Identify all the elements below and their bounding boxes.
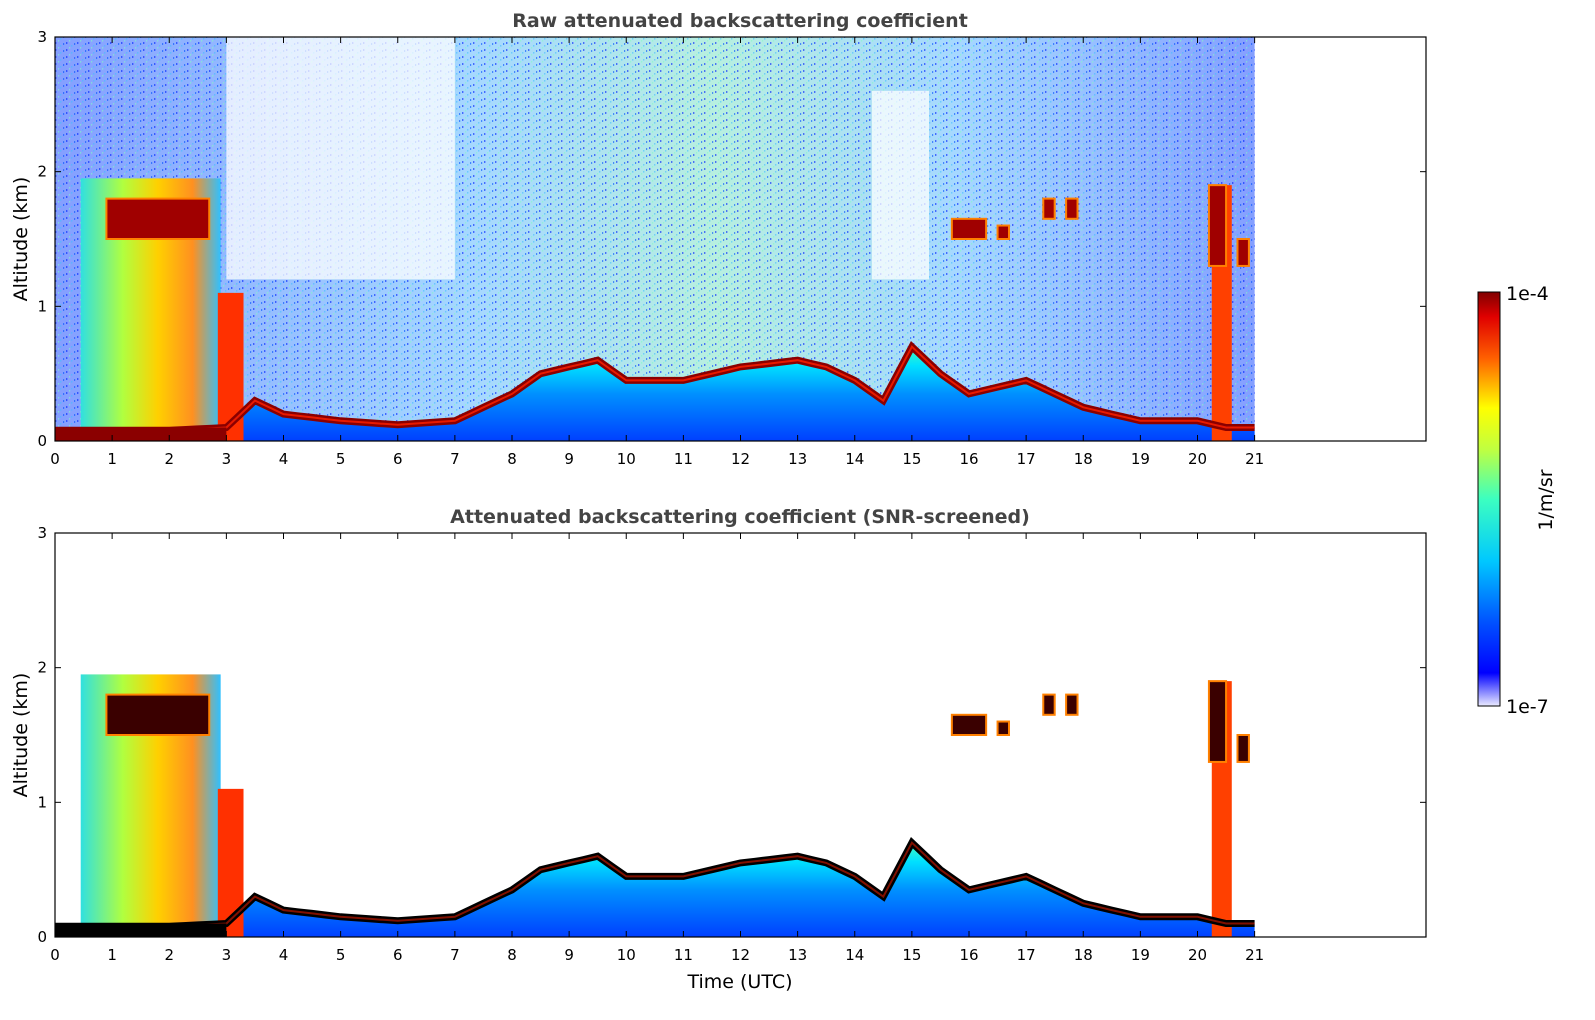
y-tick-label: 1 [37,793,47,811]
x-tick-label: 3 [222,450,232,468]
cloud-patch [1236,238,1250,267]
y-tick-label: 1 [37,297,47,315]
x-tick-label: 9 [564,946,574,964]
cloud-patch [1207,184,1228,267]
y-tick-label: 3 [37,28,47,46]
x-tick-label: 20 [1188,946,1207,964]
noise-gap [871,90,930,280]
x-tick-label: 10 [617,946,636,964]
x-tick-label: 18 [1074,450,1093,468]
plot-raw-xaxis: 0 1 2 3 4 5 6 7 8 9 10 11 12 13 14 15 16 17 18 19 20 21 [50,37,1264,468]
cloud-patch [1042,693,1056,716]
colorbar-max-label: 1e-4 [1506,283,1549,305]
noise-gap [226,37,455,280]
x-tick-label: 11 [674,946,693,964]
cloud-patch [996,720,1010,736]
y-tick-label: 2 [37,163,47,181]
x-tick-label: 7 [450,946,460,964]
x-tick-label: 2 [164,450,174,468]
x-tick-label: 10 [617,450,636,468]
cloud-patch [1065,197,1079,220]
cloud-patch [1065,693,1079,716]
cloud-patch [996,224,1010,241]
y-tick-label: 0 [37,432,47,450]
bl-top-highlight [55,345,1255,432]
plot-raw-title: Raw attenuated backscattering coefficien… [512,10,968,32]
cloud-patch [950,713,988,736]
x-tick-label: 21 [1245,946,1264,964]
x-tick-label: 2 [164,946,174,964]
x-tick-label: 5 [336,450,346,468]
plot-screened-xaxis: 0 1 2 3 4 5 6 7 8 9 10 11 12 13 14 15 16 17 18 19 20 21 [50,533,1264,964]
x-tick-label: 20 [1188,450,1207,468]
x-tick-label: 4 [279,946,289,964]
colorbar-min-label: 1e-7 [1506,696,1549,718]
cloud-patch [1042,197,1056,220]
y-tick-label: 3 [37,524,47,542]
boundary-layer [55,842,1255,937]
x-tick-label: 16 [959,946,978,964]
x-tick-label: 19 [1131,450,1150,468]
colorbar-gradient [1477,291,1501,707]
colorbar: 1e-4 1e-7 1/m/sr [1477,283,1557,718]
boundary-layer [55,346,1255,441]
x-tick-label: 1 [107,450,117,468]
surface-layer [55,427,227,441]
x-tick-label: 17 [1017,450,1036,468]
x-tick-label: 7 [450,450,460,468]
x-tick-label: 14 [845,946,864,964]
x-tick-label: 1 [107,946,117,964]
x-tick-label: 18 [1074,946,1093,964]
cloud-patch [950,217,988,241]
plot-screened-image [55,674,1255,937]
x-tick-label: 13 [788,946,807,964]
plot-screened-xlabel: Time (UTC) [686,971,792,993]
x-tick-label: 11 [674,450,693,468]
colorbar-units-label: 1/m/sr [1535,469,1557,530]
cloud-patch [1207,680,1228,763]
x-tick-label: 19 [1131,946,1150,964]
x-tick-label: 16 [959,450,978,468]
cloud-patch [1236,734,1250,763]
x-tick-label: 8 [507,946,517,964]
y-tick-label: 0 [37,928,47,946]
x-tick-label: 6 [393,450,403,468]
x-tick-label: 21 [1245,450,1264,468]
plot-screened: Attenuated backscattering coefficient (S… [10,506,1427,993]
x-tick-label: 0 [50,450,60,468]
plot-screened-title: Attenuated backscattering coefficient (S… [450,506,1030,528]
x-tick-label: 8 [507,450,517,468]
x-tick-label: 6 [393,946,403,964]
plot-raw-image [55,37,1255,441]
cloud-patch [105,693,211,736]
x-tick-label: 0 [50,946,60,964]
cloud-patch [105,197,211,241]
y-tick-label: 2 [37,659,47,677]
x-tick-label: 3 [222,946,232,964]
x-tick-label: 14 [845,450,864,468]
plot-screened-ylabel: Altitude (km) [10,673,32,798]
x-tick-label: 15 [902,450,921,468]
x-tick-label: 15 [902,946,921,964]
plot-screened-yaxis: 0 1 2 3 [37,524,1426,946]
x-tick-label: 4 [279,450,289,468]
x-tick-label: 12 [731,450,750,468]
x-tick-label: 12 [731,946,750,964]
x-tick-label: 9 [564,450,574,468]
x-tick-label: 17 [1017,946,1036,964]
x-tick-label: 5 [336,946,346,964]
plot-raw-ylabel: Altitude (km) [10,177,32,302]
bl-top-highlight [55,841,1255,928]
surface-layer [55,923,227,937]
x-tick-label: 13 [788,450,807,468]
plot-raw: Raw attenuated backscattering coefficien… [10,10,1427,468]
plot-raw-yaxis: 0 1 2 3 [37,28,1426,450]
